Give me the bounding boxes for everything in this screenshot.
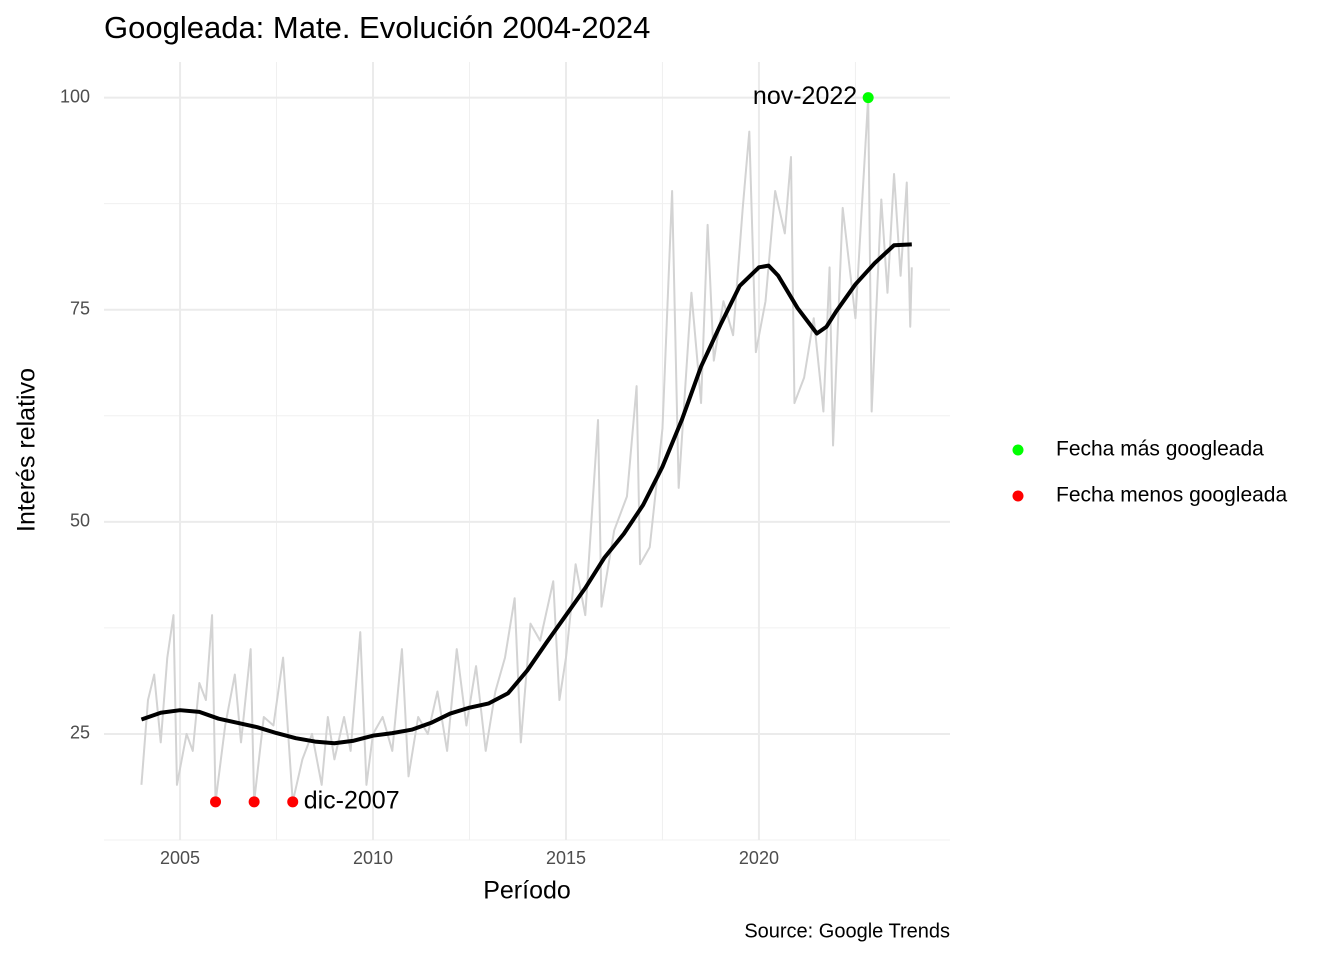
point: [287, 796, 299, 808]
point: [248, 796, 260, 808]
y-tick-label: 75: [70, 298, 90, 318]
caption: Source: Google Trends: [744, 920, 950, 942]
x-tick-label: 2005: [160, 848, 200, 868]
point: [210, 796, 222, 808]
x-tick-label: 2020: [739, 848, 779, 868]
annotation: nov-2022: [753, 82, 857, 110]
legend-label: Fecha más googleada: [1056, 438, 1264, 461]
annotation: dic-2007: [304, 786, 400, 814]
chart-title: Googleada: Mate. Evolución 2004-2024: [104, 10, 650, 45]
legend-key: [1012, 490, 1024, 502]
y-axis-title: Interés relativo: [13, 368, 41, 532]
x-axis-title: Período: [483, 877, 571, 905]
line: [140, 96, 913, 803]
x-tick-label: 2015: [546, 848, 586, 868]
y-tick-label: 100: [60, 86, 90, 106]
line: [140, 242, 912, 746]
x-tick-label: 2010: [353, 848, 393, 868]
y-tick-label: 50: [70, 511, 90, 531]
y-tick-label: 25: [70, 723, 90, 743]
point: [862, 92, 874, 104]
legend-key: [1012, 444, 1024, 456]
legend-label: Fecha menos googleada: [1056, 484, 1287, 507]
